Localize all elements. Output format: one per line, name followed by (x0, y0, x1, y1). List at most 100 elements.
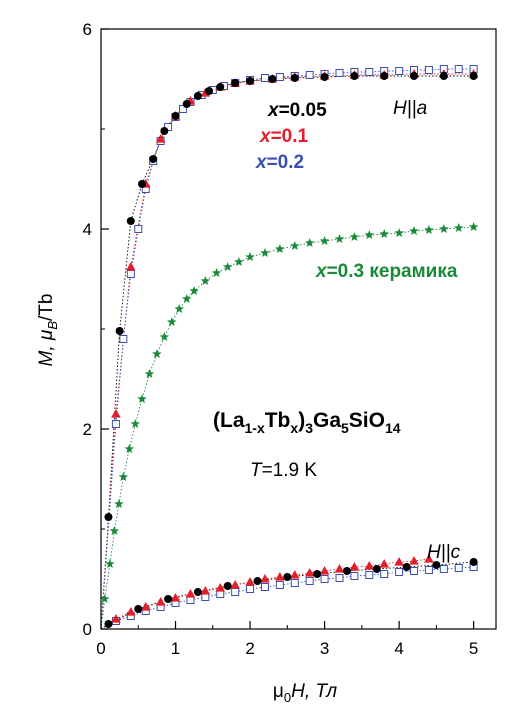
data-point (305, 71, 314, 79)
data-point (231, 588, 240, 596)
data-point (395, 67, 404, 75)
data-point (134, 225, 143, 233)
data-point (372, 565, 381, 573)
data-point (319, 566, 330, 575)
data-point (364, 561, 375, 570)
data-point (335, 69, 344, 77)
data-point (275, 244, 285, 253)
data-point (424, 66, 433, 74)
data-point (182, 294, 192, 303)
data-point (260, 574, 270, 583)
data-point (114, 499, 124, 508)
annotation-x01: x=0.1 (259, 126, 309, 147)
annotation-temperature: T=1.9 K (250, 460, 317, 481)
data-point (350, 72, 359, 80)
annotation-h-parallel-a: H||a (393, 98, 427, 119)
data-point (119, 335, 128, 343)
data-point (211, 268, 222, 277)
data-point (424, 566, 433, 574)
data-point (275, 581, 284, 589)
data-point (305, 577, 314, 585)
data-point (215, 583, 226, 592)
data-point (144, 369, 155, 378)
data-point (174, 304, 184, 313)
data-point (109, 526, 120, 535)
data-point (149, 155, 158, 163)
data-point (126, 262, 136, 271)
data-point (409, 226, 419, 235)
data-point (432, 561, 441, 569)
data-point (380, 570, 389, 578)
series-curve (100, 566, 474, 630)
data-point (313, 570, 322, 578)
data-point (230, 580, 240, 589)
data-point (200, 586, 211, 595)
data-point (275, 572, 285, 581)
data-point (253, 577, 262, 585)
data-point (454, 564, 463, 572)
data-point (160, 127, 169, 135)
data-point (111, 614, 121, 623)
data-point (137, 394, 147, 403)
data-point (223, 582, 232, 590)
data-point (439, 565, 448, 573)
y-tick-label: 0 (83, 620, 92, 639)
data-point (289, 570, 300, 579)
data-point (126, 607, 136, 616)
y-axis-label: M, μB/Tb (36, 294, 60, 367)
data-point (468, 222, 479, 231)
data-point (126, 217, 135, 225)
data-point (171, 112, 180, 120)
data-point (167, 317, 177, 326)
data-point (402, 563, 411, 571)
data-point (155, 597, 166, 606)
data-point (234, 257, 244, 266)
data-point (260, 583, 269, 591)
data-point (130, 419, 140, 428)
data-point (349, 232, 360, 241)
data-point (126, 270, 135, 278)
axis-ticks: 0 1 2 3 4 5 0 2 4 6 (83, 20, 479, 658)
data-point (410, 72, 419, 80)
data-point (152, 349, 162, 358)
y-tick-label: 6 (83, 20, 92, 39)
data-point (290, 579, 299, 587)
x-tick-label: 4 (394, 639, 403, 658)
data-point (231, 79, 240, 87)
data-point (454, 65, 463, 73)
data-point (118, 472, 129, 481)
data-point (111, 420, 120, 428)
data-point (304, 568, 315, 577)
data-point (365, 571, 374, 579)
data-point (260, 74, 269, 82)
data-point (260, 248, 270, 257)
data-point (469, 558, 478, 566)
data-point (349, 562, 360, 571)
data-point (246, 77, 255, 85)
y-tick-label: 4 (83, 220, 92, 239)
data-point (115, 327, 124, 335)
x-tick-label: 5 (469, 639, 478, 658)
x-tick-label: 2 (245, 639, 254, 658)
data-point (335, 574, 344, 582)
data-point (394, 557, 404, 566)
data-point (246, 585, 255, 593)
data-point (342, 567, 351, 575)
data-point (304, 238, 315, 247)
data-point (394, 228, 404, 237)
data-point (334, 234, 345, 243)
data-point (193, 92, 202, 100)
x-tick-label: 0 (96, 639, 105, 658)
y-tick-label: 2 (83, 420, 92, 439)
data-point (379, 559, 390, 568)
data-point (200, 276, 211, 285)
data-point (395, 568, 404, 576)
data-point (178, 105, 187, 113)
annotation-formula: (La1-xTbx)3Ga5SiO14 (213, 409, 401, 436)
annotation-x005: x=0.05 (267, 100, 327, 121)
data-point (469, 72, 478, 80)
data-point (290, 74, 299, 82)
data-point (104, 513, 113, 521)
data-point (439, 72, 448, 80)
